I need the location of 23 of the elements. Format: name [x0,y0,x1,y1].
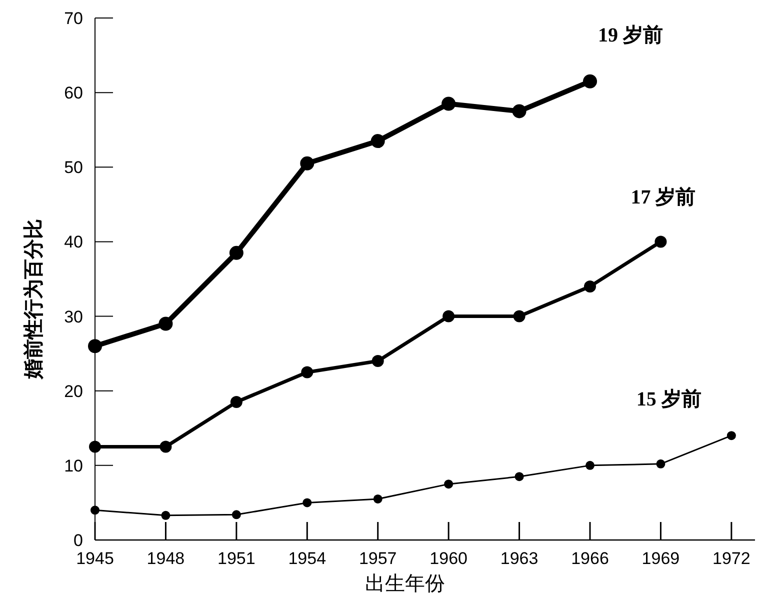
y-tick-label: 60 [64,84,83,103]
y-tick-label: 10 [64,456,83,476]
x-tick-label: 1969 [642,549,680,568]
x-axis-title: 出生年份 [365,573,445,595]
series-label: 17 岁前 [630,186,696,209]
y-tick-label: 30 [64,307,83,326]
series-label: 19 岁前 [598,24,663,46]
y-axis-title: 婚前性行为百分比 [23,219,45,380]
x-tick-label: 1948 [146,549,185,568]
x-tick-label: 1954 [288,549,326,568]
x-tick-label: 1972 [712,549,750,568]
x-tick-label: 1963 [500,549,538,568]
x-tick-label: 1960 [430,549,468,568]
y-tick-label: 0 [74,531,83,550]
x-tick-label: 1966 [571,549,609,568]
x-tick-label: 1945 [76,549,114,568]
y-tick-label: 70 [64,9,83,28]
x-tick-label: 1957 [358,549,397,568]
y-tick-label: 50 [64,158,83,178]
y-tick-label: 40 [64,232,83,252]
y-tick-label: 20 [64,382,83,401]
series-label: 15 岁前 [636,388,702,411]
x-tick-label: 1951 [218,549,256,568]
